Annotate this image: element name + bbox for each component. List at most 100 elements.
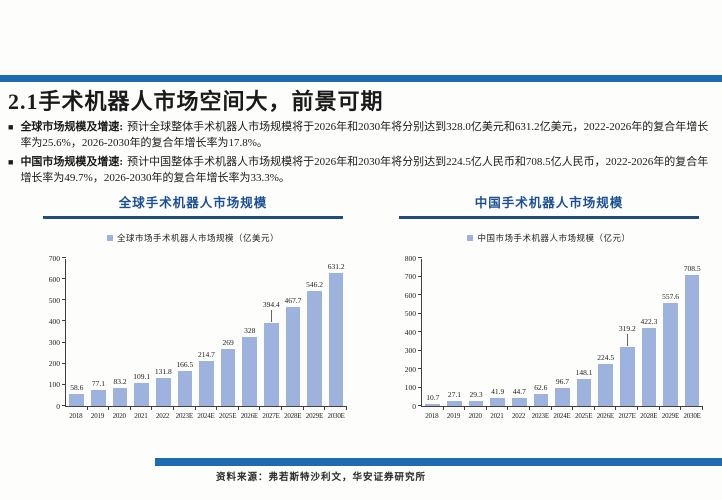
bar xyxy=(177,370,193,406)
x-tick-label: 2028E xyxy=(284,412,302,420)
x-tick-mark xyxy=(572,406,574,410)
x-tick-label: 2021 xyxy=(134,412,148,420)
bar-slot: 631.2 xyxy=(325,259,347,410)
bar xyxy=(468,400,484,406)
charts-row: 全球手术机器人市场规模 全球市场手术机器人市场规模（亿美元） 0 100 200 30… xyxy=(35,192,707,420)
y-tick-label: 600 xyxy=(48,274,60,284)
bullet-body: 预计中国整体手术机器人市场规模将于2026年和2030年将分别达到224.5亿人… xyxy=(20,156,709,184)
callout-line xyxy=(271,309,273,322)
x-tick-mark xyxy=(259,406,261,410)
y-tick-mark xyxy=(418,257,422,258)
x-tick-label: 2030E xyxy=(327,412,345,420)
legend-swatch xyxy=(467,235,474,241)
y-tick-label: 500 xyxy=(404,309,416,318)
bar-slot: 269 xyxy=(217,259,239,410)
x-tick-label: 2023E xyxy=(531,412,549,420)
legend-label: 全球市场手术机器人市场规模（亿美元） xyxy=(116,233,279,243)
bar-slot: 44.7 xyxy=(508,259,531,410)
bar xyxy=(641,327,657,406)
y-tick-label: 200 xyxy=(404,364,416,374)
x-tick-label: 2020 xyxy=(112,412,126,420)
bar-slot: 29.3 xyxy=(465,259,487,410)
bar-slot: 83.2 xyxy=(109,259,131,410)
x-tick-mark xyxy=(151,406,153,410)
y-tick-label: 100 xyxy=(404,383,416,392)
y-tick-label: 700 xyxy=(48,253,60,263)
x-tick-mark xyxy=(108,406,110,410)
bullet-body: 预计全球整体手术机器人市场规模将于2026年和2030年将分别达到328.0亿美… xyxy=(20,121,709,149)
legend-label: 中国市场手术机器人市场规模（亿元） xyxy=(477,233,631,243)
bullet-global-market: ■ 全球市场规模及增速: 预计全球整体手术机器人市场规模将于2026年和2030年… xyxy=(8,119,716,151)
y-tick-label: 700 xyxy=(404,272,416,281)
bar-value-label: 467.7 xyxy=(284,296,302,306)
bar-slot: 708.5 xyxy=(681,259,703,410)
y-tick-mark xyxy=(62,257,66,258)
source-note: 资料来源：弗若斯特沙利文，华安证券研究所 xyxy=(216,473,427,483)
bar-slot: 10.7 xyxy=(422,259,444,410)
chart-legend: 中国市场手术机器人市场规模（亿元） xyxy=(391,232,707,244)
x-tick-label: 2018 xyxy=(69,412,83,420)
x-tick-mark xyxy=(485,406,487,410)
x-tick-label: 2024E xyxy=(197,412,215,420)
bullet-lead: 中国市场规模及增速: xyxy=(20,156,124,168)
callout-line xyxy=(627,333,629,346)
x-tick-label: 2019 xyxy=(90,412,105,420)
x-tick-mark xyxy=(507,406,509,410)
x-tick-mark xyxy=(281,406,283,410)
y-tick-label: 300 xyxy=(404,346,416,355)
x-tick-label: 2028E xyxy=(640,412,658,420)
bar-value-label: 83.2 xyxy=(113,377,127,387)
bar-value-label: 394.4 xyxy=(262,299,280,309)
x-tick-mark xyxy=(194,406,196,410)
x-tick-label: 2019 xyxy=(446,412,461,420)
bar-slot: 27.1 xyxy=(444,259,466,410)
bar xyxy=(328,272,344,406)
y-tick-label: 300 xyxy=(48,338,60,348)
bar xyxy=(91,389,106,406)
x-tick-mark xyxy=(237,406,239,410)
bar-value-label: 44.7 xyxy=(512,386,526,396)
y-tick-label: 400 xyxy=(48,316,60,326)
bar-slot: 557.6 xyxy=(660,259,682,410)
y-tick-label: 600 xyxy=(404,290,416,300)
y-tick-mark xyxy=(418,312,422,314)
y-tick-mark xyxy=(418,294,422,295)
bar-slot: 96.7 xyxy=(552,259,574,410)
x-tick-label: 2027E xyxy=(618,412,636,420)
x-tick-mark xyxy=(442,406,444,410)
bar xyxy=(555,388,570,406)
bar xyxy=(490,398,505,406)
x-tick-label: 2029E xyxy=(661,412,680,420)
bar xyxy=(425,404,441,406)
bar xyxy=(199,360,214,406)
x-tick-label: 2025E xyxy=(575,412,593,420)
bar-plot: 0 100 200 300 400 500 600 700 800 10.7 27.1 29.3 41.… xyxy=(405,254,703,420)
bar-value-label: 27.1 xyxy=(447,390,461,399)
y-tick-mark xyxy=(418,368,422,369)
bar xyxy=(220,349,236,406)
y-tick-mark xyxy=(62,341,66,343)
x-tick-label: 2027E xyxy=(262,412,280,420)
bar-slot: 319.2 xyxy=(616,259,639,410)
plot-area: 0 100 200 300 400 500 600 700 800 10.7 27.1 29.3 41.… xyxy=(405,254,703,411)
y-tick-label: 0 xyxy=(56,401,60,411)
x-tick-label: 2024E xyxy=(553,412,571,420)
bar xyxy=(242,336,258,406)
bar xyxy=(69,393,85,406)
bar-value-label: 319.2 xyxy=(618,323,636,333)
x-tick-label: 2030E xyxy=(683,412,701,420)
y-tick-label: 100 xyxy=(48,380,60,390)
footer-accent-bar xyxy=(155,458,722,466)
bar-value-label: 77.1 xyxy=(91,378,105,388)
bar xyxy=(619,346,635,406)
bar-value-label: 58.6 xyxy=(70,382,84,392)
bar-value-label: 269 xyxy=(222,338,234,348)
y-tick-mark xyxy=(62,362,66,364)
bar-value-label: 328 xyxy=(244,325,256,335)
bar-slot: 148.1 xyxy=(573,259,595,410)
page-title: 2.1手术机器人市场空间大，前景可期 xyxy=(8,89,384,114)
bullet-square-icon: ■ xyxy=(8,122,14,132)
bar-slot: 328 xyxy=(239,259,261,410)
x-tick-label: 2023E xyxy=(175,412,193,420)
bar-slot: 41.9 xyxy=(487,259,509,410)
